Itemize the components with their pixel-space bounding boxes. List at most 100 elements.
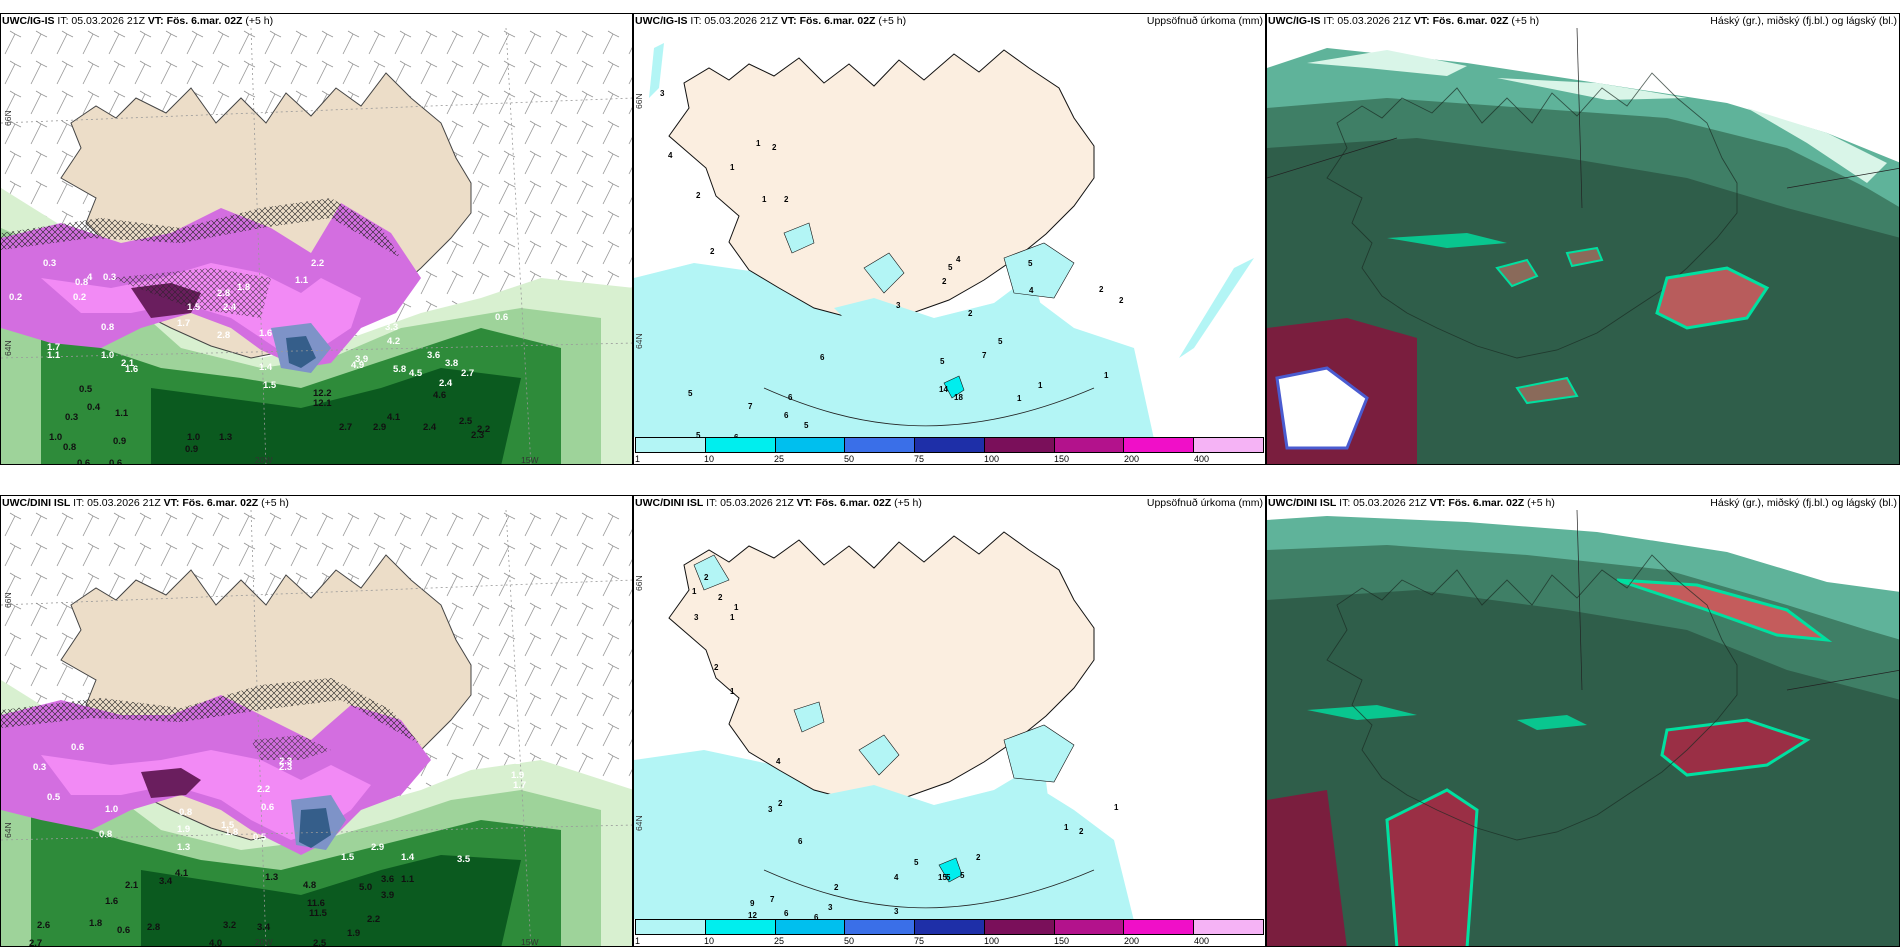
map-value-label: 2.8: [217, 330, 230, 341]
map-value-label: 2: [704, 573, 709, 582]
map-value-label: 2.8: [217, 288, 230, 299]
map-value-label: 2.5: [459, 416, 473, 427]
map-value-label: 1.1: [507, 756, 521, 767]
map-value-label: 5: [1028, 259, 1033, 268]
map-value-label: 2: [834, 883, 839, 892]
model-name: UWC/DINI ISL: [635, 497, 704, 509]
map-value-label: 4.1: [387, 412, 401, 423]
map-value-label: 3: [660, 89, 665, 98]
lat-label-64: 64N: [3, 340, 13, 356]
model-name: UWC/IG-IS: [1268, 15, 1321, 27]
map-value-label: 18: [954, 393, 963, 402]
map-value-label: 1.5: [187, 302, 201, 313]
lat-label-66: 66N: [634, 575, 644, 591]
map-value-label: -1.1: [515, 740, 532, 751]
field-title: Uppsöfnuð úrkoma (mm): [1146, 15, 1263, 27]
map-value-label: 2: [1079, 827, 1084, 836]
map-value-label: 3.9: [381, 890, 394, 901]
map-value-label: 0.3: [103, 272, 116, 283]
map-value-label: 6: [798, 837, 803, 846]
map-value-label: 1.0: [187, 432, 200, 443]
init-time: IT: 05.03.2026 21Z: [73, 497, 161, 509]
legend-bar: [635, 437, 1264, 453]
map-value-label: 2: [696, 191, 701, 200]
legend-swatch: [845, 920, 916, 934]
map-value-label: 9: [750, 899, 755, 908]
field-title: Uppsöfnuð úrkoma (mm): [1146, 497, 1263, 509]
legend-swatch: [984, 920, 1055, 934]
map-value-label: 2.4: [423, 422, 437, 433]
map-value-label: 2.5: [313, 938, 327, 946]
map-value-label: 1.4: [401, 852, 415, 863]
legend-swatch: [1124, 438, 1195, 452]
map-value-label: 1.0: [105, 804, 118, 815]
map-value-label: 1.5: [221, 820, 235, 831]
map-value-label: 0.5: [253, 832, 267, 843]
map-value-label: 4: [894, 873, 899, 882]
legend-label: 25: [774, 936, 785, 946]
map-value-label: 5: [914, 858, 919, 867]
map-value-label: 0.5: [79, 384, 93, 395]
map-value-label: 4: [668, 151, 673, 160]
map-value-label: 1.7: [177, 318, 190, 329]
map-value-label: 0.5: [47, 792, 61, 803]
map-value-label: 0.4: [87, 402, 101, 413]
map-value-label: 2.3: [279, 756, 292, 767]
map-value-label: 3.3: [385, 322, 398, 333]
map-value-label: 6: [814, 913, 819, 919]
map-value-label: 1: [1064, 823, 1069, 832]
map-value-label: 2.7: [461, 368, 474, 379]
map-value-label: 2.3: [279, 762, 292, 773]
panel-title: UWC/DINI ISL IT: 05.03.2026 21Z VT: Fös.…: [1267, 496, 1899, 510]
lead-time: (+5 h): [1511, 15, 1540, 27]
map-value-label: 5: [940, 357, 945, 366]
legend-label: 400: [1194, 454, 1210, 464]
map-value-label: 5: [948, 263, 953, 272]
map-value-label: 2.2: [311, 258, 324, 269]
map-value-label: 0.9: [113, 436, 126, 447]
map-value-label: 1.0: [49, 432, 62, 443]
cloud-map: [1267, 510, 1899, 946]
map-value-label: 5.8: [393, 364, 406, 375]
map-value-label: 6: [784, 909, 789, 918]
map-value-label: 6: [734, 433, 739, 437]
map-value-label: 0.6: [495, 312, 508, 323]
map-value-label: 11.5: [309, 908, 328, 919]
map-value-label: 1.1: [47, 350, 61, 361]
lead-time: (+5 h): [878, 15, 907, 27]
legend-bar: [635, 919, 1264, 935]
map-value-label: 1.0: [101, 350, 114, 361]
map-value-label: 2.1: [121, 358, 135, 369]
legend-label: 10: [704, 936, 715, 946]
map-value-label: 1: [730, 613, 735, 622]
field-title: Háský (gr.), miðský (fj.bl.) og lágský (…: [1710, 15, 1897, 27]
init-time: IT: 05.03.2026 21Z: [1323, 15, 1411, 27]
map-value-label: 3.4: [159, 876, 173, 887]
map-value-label: 2.2: [367, 914, 380, 925]
map-value-label: 1.9: [511, 770, 524, 781]
map-value-label: 1: [762, 195, 767, 204]
map-value-label: 2: [778, 799, 783, 808]
map-value-label: 1.6: [125, 364, 138, 375]
init-time: IT: 05.03.2026 21Z: [57, 15, 145, 27]
map-value-label: 1.7: [513, 780, 526, 791]
map-value-label: 3.6: [427, 350, 440, 361]
map-value-label: 5: [960, 871, 965, 880]
map-value-label: 3.5: [457, 854, 471, 865]
map-value-label: 4: [1029, 286, 1034, 295]
lon-label-15w: 15W: [521, 937, 539, 947]
map-value-label: 2.2: [257, 784, 270, 795]
field-title: Háský (gr.), miðský (fj.bl.) og lágský (…: [1710, 497, 1897, 509]
map-value-label: 1.6: [105, 896, 118, 907]
legend-label: 1: [635, 454, 641, 464]
map-value-label: 12.1: [313, 398, 332, 409]
map-value-label: 4.5: [409, 368, 423, 379]
map-value-label: 0.6: [71, 742, 84, 753]
map-value-label: 2: [942, 277, 947, 286]
map-value-label: 2.4: [223, 302, 237, 313]
panel-title: UWC/DINI ISL IT: 05.03.2026 21Z VT: Fös.…: [634, 496, 1265, 510]
map-value-label: 0.2: [9, 292, 22, 303]
map-value-label: 1.3: [265, 872, 278, 883]
map-value-label: 1.8: [237, 282, 250, 293]
panel-ig-wind: UWC/IG-IS IT: 05.03.2026 21Z VT: Fös. 6.…: [0, 13, 633, 465]
